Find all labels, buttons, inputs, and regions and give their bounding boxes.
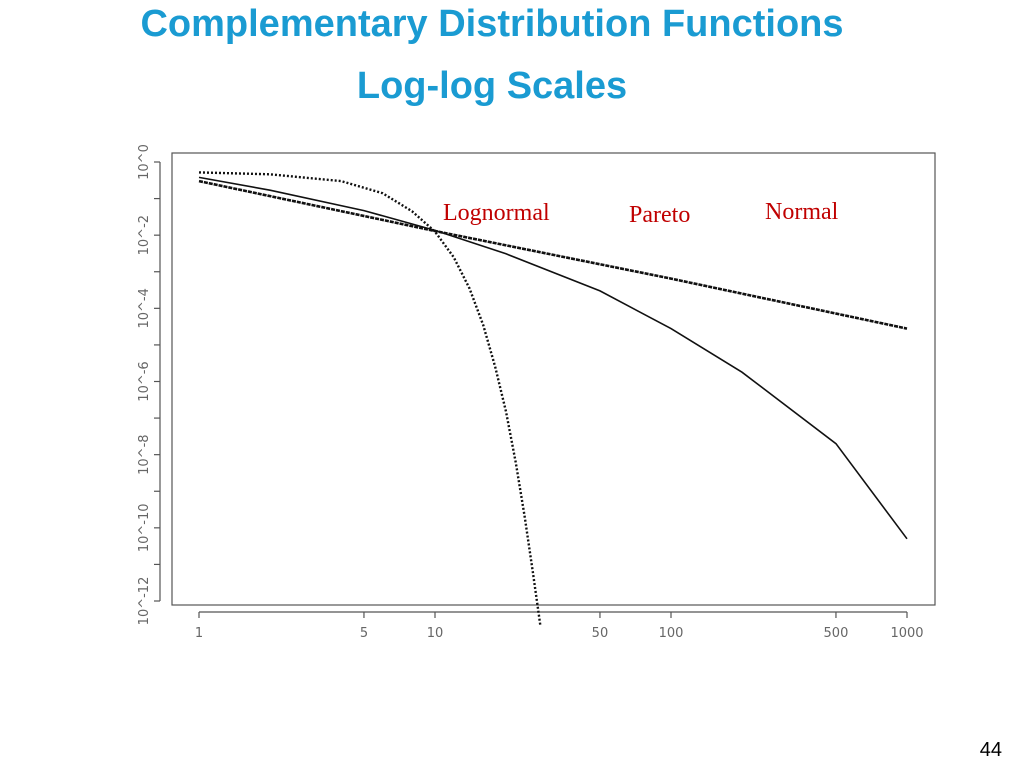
slide-title: Complementary Distribution Functions (140, 3, 844, 45)
series-labels: Lognormal Pareto Normal (443, 199, 839, 228)
x-tick-label: 1 (195, 626, 203, 641)
y-axis: 10^0 10^-2 10^-4 10^-6 10^-8 10^-10 10^-12 (137, 144, 161, 626)
series-normal-line (198, 171, 542, 627)
series-pareto-line (198, 179, 908, 330)
series-label-normal: Normal (765, 199, 839, 225)
series-layer (198, 171, 908, 627)
series-label-lognormal: Lognormal (443, 200, 550, 226)
series-label-pareto: Pareto (629, 202, 690, 228)
slide-subtitle: Log-log Scales (356, 65, 628, 107)
x-tick-label: 5 (360, 626, 368, 641)
series-lognormal-line (198, 176, 908, 540)
page-number: 44 (979, 739, 1002, 761)
x-tick-label: 50 (592, 626, 609, 641)
x-axis: 1 5 10 50 100 500 1000 (195, 611, 924, 641)
y-tick-label: 10^-6 (137, 361, 152, 401)
x-tick-label: 500 (824, 626, 849, 641)
y-tick-label: 10^-2 (137, 215, 152, 255)
x-tick-label: 100 (659, 626, 684, 641)
plot-frame (171, 152, 936, 606)
x-tick-label: 1000 (890, 626, 923, 641)
y-tick-label: 10^-12 (137, 577, 152, 626)
y-tick-label: 10^-8 (137, 434, 152, 474)
x-tick-label: 10 (427, 626, 444, 641)
y-tick-label: 10^-10 (137, 503, 152, 552)
y-tick-label: 10^0 (137, 144, 152, 180)
y-tick-label: 10^-4 (137, 288, 152, 328)
